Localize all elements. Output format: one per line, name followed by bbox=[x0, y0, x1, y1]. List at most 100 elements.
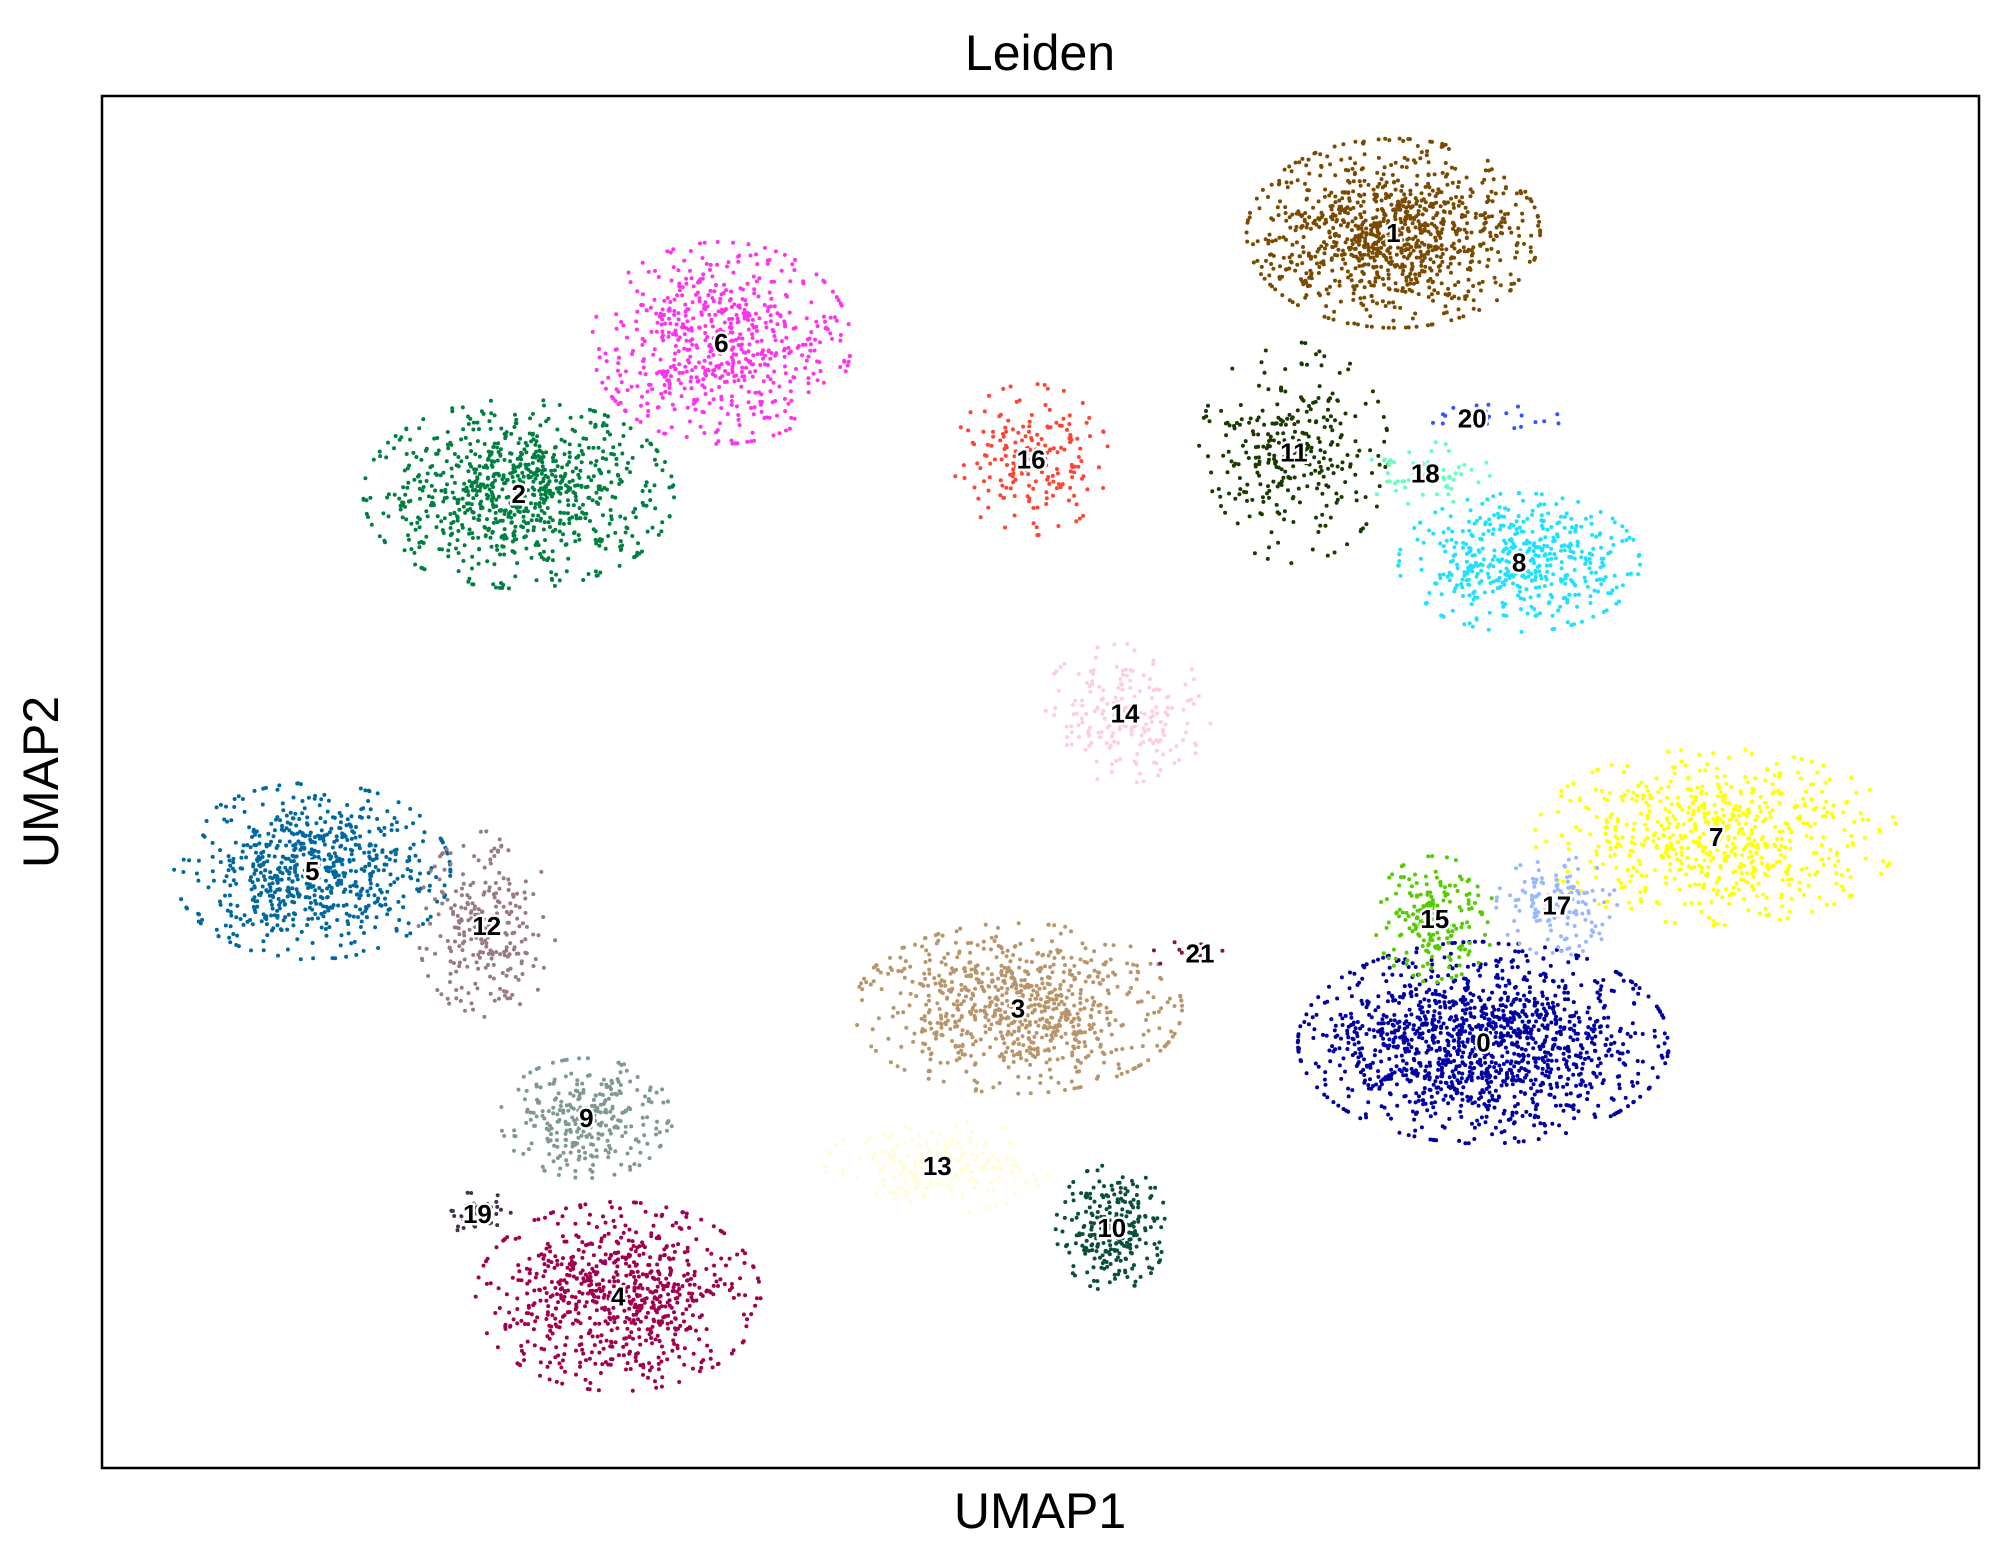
scatter-point bbox=[508, 1323, 513, 1328]
scatter-point bbox=[711, 1292, 716, 1297]
scatter-point bbox=[1108, 957, 1113, 962]
scatter-point bbox=[1417, 1035, 1421, 1040]
scatter-point bbox=[538, 423, 543, 428]
scatter-point bbox=[1501, 1079, 1506, 1084]
scatter-point bbox=[716, 1284, 720, 1288]
scatter-point bbox=[973, 1039, 978, 1044]
scatter-point bbox=[1382, 282, 1386, 287]
scatter-point bbox=[567, 1300, 572, 1305]
scatter-point bbox=[1290, 242, 1295, 247]
scatter-point bbox=[624, 1261, 628, 1266]
scatter-point bbox=[470, 582, 475, 587]
scatter-point bbox=[593, 529, 598, 534]
scatter-point bbox=[514, 537, 519, 542]
scatter-point bbox=[442, 516, 447, 521]
scatter-point bbox=[518, 505, 523, 509]
scatter-point bbox=[526, 473, 531, 478]
scatter-point bbox=[1035, 1049, 1040, 1054]
scatter-point bbox=[301, 852, 306, 857]
scatter-point bbox=[1435, 1090, 1440, 1095]
scatter-point bbox=[1324, 304, 1329, 309]
scatter-point bbox=[563, 1369, 567, 1374]
scatter-point bbox=[581, 578, 586, 582]
scatter-point bbox=[667, 514, 672, 519]
scatter-point bbox=[467, 462, 472, 466]
scatter-point bbox=[1596, 1103, 1601, 1108]
scatter-point bbox=[657, 1257, 662, 1261]
scatter-point bbox=[1345, 1047, 1350, 1051]
scatter-point bbox=[980, 971, 985, 976]
scatter-point bbox=[565, 462, 570, 467]
scatter-point bbox=[937, 1007, 942, 1011]
scatter-point bbox=[586, 445, 591, 450]
scatter-point bbox=[495, 445, 500, 450]
scatter-point bbox=[329, 826, 334, 831]
scatter-point bbox=[561, 1298, 566, 1303]
scatter-point bbox=[1640, 1059, 1645, 1064]
scatter-point bbox=[1304, 225, 1309, 230]
scatter-point bbox=[1422, 227, 1427, 231]
scatter-point bbox=[521, 525, 525, 530]
scatter-point bbox=[945, 1018, 950, 1023]
scatter-point bbox=[1543, 1073, 1548, 1078]
scatter-point bbox=[729, 1351, 734, 1356]
scatter-point bbox=[1510, 1011, 1515, 1016]
scatter-point bbox=[1264, 258, 1268, 263]
scatter-point bbox=[1395, 233, 1400, 238]
scatter-point bbox=[1450, 966, 1455, 971]
scatter-point bbox=[1403, 289, 1408, 294]
scatter-point bbox=[1359, 203, 1363, 208]
scatter-point bbox=[1538, 973, 1543, 978]
scatter-point bbox=[1472, 1125, 1477, 1130]
scatter-point bbox=[1466, 1141, 1471, 1146]
scatter-point bbox=[742, 1261, 747, 1265]
scatter-point bbox=[1002, 1041, 1007, 1046]
scatter-point bbox=[1303, 278, 1308, 283]
scatter-point bbox=[1520, 1114, 1525, 1118]
scatter-point bbox=[594, 541, 599, 546]
scatter-point bbox=[364, 511, 369, 516]
scatter-point bbox=[1430, 322, 1435, 327]
scatter-point bbox=[553, 1254, 558, 1259]
scatter-point bbox=[973, 1061, 978, 1066]
scatter-point bbox=[477, 427, 481, 432]
scatter-point bbox=[1034, 1031, 1039, 1035]
scatter-point bbox=[584, 1300, 589, 1305]
scatter-point bbox=[533, 455, 538, 460]
scatter-point bbox=[669, 1320, 674, 1325]
scatter-point bbox=[692, 1269, 697, 1274]
scatter-point bbox=[1308, 226, 1313, 231]
scatter-point bbox=[1542, 978, 1547, 983]
scatter-point bbox=[551, 1210, 556, 1215]
scatter-point bbox=[1387, 965, 1392, 970]
scatter-point bbox=[501, 582, 506, 587]
scatter-point bbox=[661, 1351, 666, 1355]
scatter-point bbox=[594, 1308, 599, 1313]
scatter-point bbox=[558, 510, 563, 515]
scatter-point bbox=[1625, 1031, 1630, 1036]
scatter-point bbox=[921, 983, 926, 988]
scatter-point bbox=[922, 971, 927, 976]
scatter-point bbox=[547, 1244, 552, 1249]
scatter-point bbox=[1480, 939, 1485, 944]
scatter-point bbox=[1310, 1015, 1315, 1020]
scatter-point bbox=[493, 510, 498, 515]
scatter-point bbox=[550, 455, 555, 460]
scatter-point bbox=[529, 501, 533, 506]
scatter-point bbox=[590, 1298, 595, 1303]
scatter-point bbox=[1339, 1036, 1343, 1041]
scatter-point bbox=[1316, 271, 1321, 275]
scatter-point bbox=[534, 449, 539, 454]
scatter-point bbox=[1433, 1100, 1437, 1105]
scatter-point bbox=[512, 529, 517, 534]
scatter-point bbox=[634, 1305, 639, 1310]
scatter-point bbox=[1369, 223, 1373, 228]
scatter-point bbox=[550, 529, 555, 534]
scatter-point bbox=[1098, 1002, 1103, 1007]
scatter-point bbox=[1542, 1060, 1547, 1064]
scatter-point bbox=[1517, 1014, 1522, 1019]
scatter-point bbox=[515, 473, 520, 478]
scatter-point bbox=[1376, 1005, 1381, 1010]
scatter-point bbox=[254, 829, 259, 834]
scatter-point bbox=[1614, 970, 1619, 975]
